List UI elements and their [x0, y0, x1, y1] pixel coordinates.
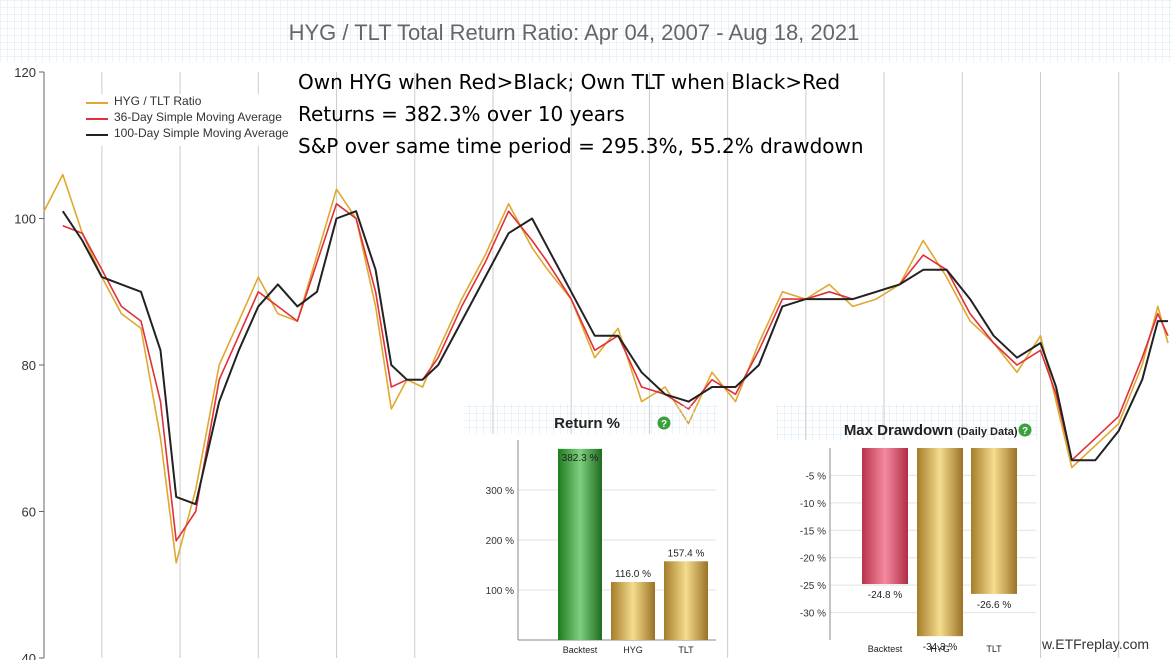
drawdown-y-tick-label: -5 %	[805, 471, 826, 482]
chart-title: HYG / TLT Total Return Ratio: Apr 04, 20…	[289, 20, 860, 45]
y-tick-label: 60	[22, 505, 36, 520]
drawdown-panel-header-bg	[776, 404, 1038, 444]
drawdown-data-label: -24.8 %	[868, 590, 903, 601]
return-y-tick-label: 200 %	[486, 536, 514, 547]
legend-item-ma36[interactable]: 36-Day Simple Moving Average	[80, 110, 288, 126]
return-bar-backtest	[558, 448, 602, 640]
drawdown-y-tick-label: -20 %	[800, 554, 826, 565]
drawdown-y-tick-label: -25 %	[800, 581, 826, 592]
drawdown-help-icon-glyph: ?	[1022, 426, 1028, 437]
drawdown-y-tick-label: -15 %	[800, 526, 826, 537]
title-band	[0, 0, 1172, 62]
drawdown-panel: Max Drawdown (Daily Data) ? -5 % -10 % -15…	[776, 404, 1038, 660]
drawdown-help-icon[interactable]	[1018, 423, 1032, 437]
y-tick-label: 40	[22, 651, 36, 660]
return-panel: Return % ? 100 % 200 % 300 % 382.3 % Backtes…	[464, 404, 718, 660]
return-category-label: Backtest	[563, 645, 598, 655]
drawdown-bar-tlt	[971, 448, 1017, 594]
drawdown-y-tick-label: -30 %	[800, 609, 826, 620]
drawdown-data-label: -26.6 %	[977, 600, 1012, 611]
y-tick-label: 100	[14, 212, 36, 227]
series-line-ma36	[62, 203, 1169, 542]
legend-item-ratio[interactable]: HYG / TLT Ratio	[80, 94, 288, 110]
drawdown-panel-subtitle: (Daily Data)	[957, 426, 1018, 438]
legend-swatch-ratio	[86, 102, 108, 104]
return-y-tick-label: 300 %	[486, 486, 514, 497]
return-help-icon-glyph: ?	[661, 419, 667, 430]
legend-swatch-ma100	[86, 134, 108, 136]
drawdown-panel-title: Max Drawdown	[844, 422, 953, 439]
return-bar-tlt	[664, 561, 708, 640]
drawdown-bar-backtest	[862, 448, 908, 585]
legend-label-ma36: 36-Day Simple Moving Average	[114, 110, 282, 124]
return-data-label: 157.4 %	[668, 548, 705, 559]
y-tick-label: 120	[14, 65, 36, 80]
return-help-icon[interactable]	[657, 416, 671, 430]
y-tick-label: 80	[22, 358, 36, 373]
return-category-label: TLT	[678, 645, 694, 655]
drawdown-bar-hyg	[917, 448, 963, 637]
legend: HYG / TLT Ratio 36-Day Simple Moving Ave…	[80, 94, 288, 146]
drawdown-data-label: -34.3 %	[923, 642, 958, 653]
watermark: w.ETFreplay.com	[1042, 636, 1150, 652]
legend-item-ma100[interactable]: 100-Day Simple Moving Average	[80, 126, 288, 142]
legend-swatch-ma36	[86, 118, 108, 120]
drawdown-bars: -5 % -10 % -15 % -20 % -25 % -30 % -24.8 % Back…	[800, 448, 1036, 654]
drawdown-category-label: Backtest	[868, 644, 903, 654]
drawdown-y-tick-label: -10 %	[800, 499, 826, 510]
note-returns: Returns = 382.3% over 10 years	[298, 102, 625, 126]
return-bar-hyg	[611, 582, 655, 640]
series-lines	[43, 173, 1169, 564]
return-data-label: 116.0 %	[615, 569, 651, 580]
legend-label-ma100: 100-Day Simple Moving Average	[114, 126, 288, 140]
series-line-ma100	[61, 210, 1168, 506]
note-strategy: Own HYG when Red>Black; Own TLT when Bla…	[298, 70, 841, 94]
note-sp500: S&P over same time period = 295.3%, 55.2…	[298, 134, 864, 158]
return-panel-title: Return %	[554, 415, 620, 432]
legend-label-ratio: HYG / TLT Ratio	[114, 94, 202, 108]
return-bars: 100 % 200 % 300 % 382.3 % Backtest 116.0 % HYG…	[486, 440, 716, 655]
drawdown-category-label: TLT	[986, 644, 1002, 654]
return-data-label: 382.3 %	[562, 453, 599, 464]
return-y-tick-label: 100 %	[486, 586, 514, 597]
y-axis: 40 60 80 100 120	[14, 65, 45, 660]
return-category-label: HYG	[623, 645, 643, 655]
drawdown-category-label: HYG	[930, 644, 950, 654]
